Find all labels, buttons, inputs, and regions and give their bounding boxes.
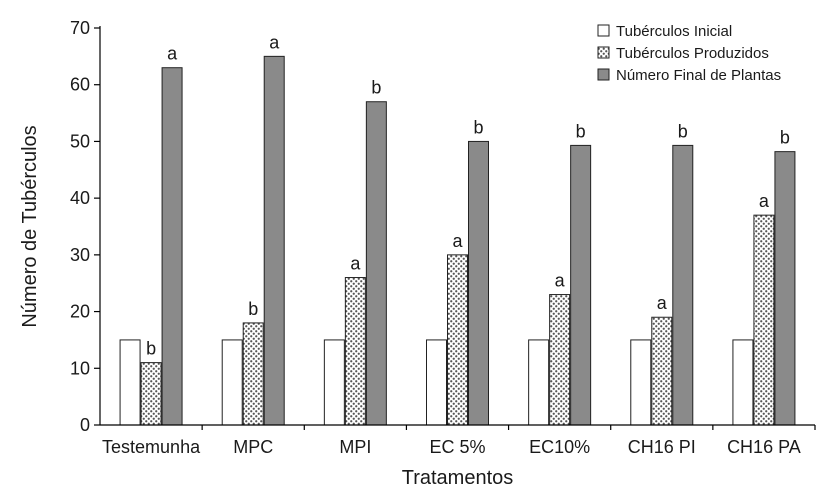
bar-3 <box>774 151 796 426</box>
significance-letter: a <box>269 32 280 52</box>
legend-label: Tubérculos Produzidos <box>616 45 769 62</box>
bar-2 <box>651 316 673 426</box>
y-tick-label: 70 <box>70 18 90 38</box>
significance-letter: a <box>657 293 668 313</box>
x-category-label: EC10% <box>529 437 590 457</box>
y-tick-label: 0 <box>80 415 90 435</box>
x-category-label: Testemunha <box>102 437 201 457</box>
bar-3 <box>161 67 183 426</box>
bar-1 <box>323 339 345 426</box>
bar-1 <box>630 339 652 426</box>
bar-2 <box>447 254 468 426</box>
bar-2 <box>242 322 264 426</box>
significance-letter: b <box>780 128 790 148</box>
y-tick-label: 20 <box>70 302 90 322</box>
bar-1 <box>732 339 754 426</box>
bar-1 <box>119 339 141 426</box>
significance-letter: b <box>146 339 156 359</box>
bar-1 <box>426 339 447 426</box>
bar-3 <box>570 144 592 426</box>
legend-swatch <box>597 68 610 81</box>
legend-swatch <box>597 46 610 59</box>
significance-letters: b a b a a b a b a b a b a b <box>146 32 790 358</box>
legend-swatch <box>597 24 610 37</box>
significance-letter: a <box>555 271 566 291</box>
x-category-label: MPC <box>233 437 273 457</box>
legend: Tubérculos Inicial Tubérculos Produzidos N… <box>597 23 781 84</box>
significance-letter: b <box>678 121 688 141</box>
legend-label: Número Final de Plantas <box>616 67 781 84</box>
significance-letter: a <box>452 231 463 251</box>
legend-label: Tubérculos Inicial <box>616 23 732 40</box>
significance-letter: b <box>371 78 381 98</box>
bar-3 <box>468 140 489 426</box>
y-tick-label: 10 <box>70 358 90 378</box>
x-category-label: EC 5% <box>429 437 485 457</box>
x-axis-categories: Testemunha MPC MPI EC 5% EC10% CH16 PI CH16 PA <box>102 425 816 457</box>
bar-2 <box>140 362 162 426</box>
y-axis-ticks: 0 10 20 30 40 50 60 70 <box>70 18 100 435</box>
bar-2 <box>344 277 366 426</box>
x-axis-label: Tratamentos <box>402 467 514 489</box>
bar-3 <box>672 144 694 426</box>
significance-letter: a <box>167 44 178 64</box>
x-category-label: CH16 PI <box>628 437 696 457</box>
significance-letter: b <box>576 121 586 141</box>
significance-letter: b <box>473 117 483 137</box>
bar-2 <box>549 294 571 426</box>
y-tick-label: 50 <box>70 131 90 151</box>
y-tick-label: 40 <box>70 188 90 208</box>
bar-1 <box>528 339 550 426</box>
y-tick-label: 30 <box>70 245 90 265</box>
bar-3 <box>263 55 285 426</box>
y-axis-label: Número de Tubérculos <box>19 125 41 327</box>
bar-2 <box>753 214 775 426</box>
significance-letter: a <box>350 254 361 274</box>
x-category-label: CH16 PA <box>727 437 801 457</box>
bar-3 <box>365 101 387 426</box>
significance-letter: a <box>759 191 770 211</box>
significance-letter: b <box>248 299 258 319</box>
x-category-label: MPI <box>339 437 371 457</box>
bar-1 <box>221 339 243 426</box>
y-tick-label: 60 <box>70 75 90 95</box>
